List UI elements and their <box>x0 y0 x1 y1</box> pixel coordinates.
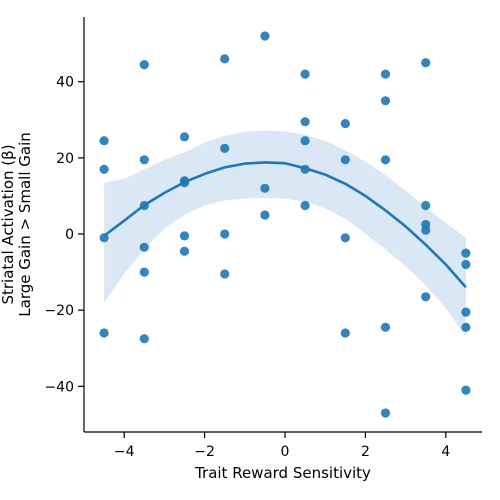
confidence-band <box>104 130 466 337</box>
data-point <box>99 328 109 338</box>
data-point <box>461 307 471 317</box>
data-point <box>461 259 471 270</box>
x-tick-label: 0 <box>281 444 290 460</box>
data-point <box>380 322 391 332</box>
data-point <box>380 69 391 79</box>
data-point <box>380 155 391 165</box>
data-point <box>380 408 391 418</box>
data-point <box>421 200 431 211</box>
y-tick-label: 0 <box>65 227 74 243</box>
data-point <box>461 385 471 395</box>
data-point <box>139 334 149 344</box>
data-point <box>421 58 431 68</box>
data-point <box>340 328 350 338</box>
x-tick-label: −4 <box>114 444 135 460</box>
data-point <box>340 233 350 243</box>
data-point <box>300 117 310 127</box>
data-point <box>340 155 350 165</box>
y-axis-label-line-2: Large Gain > Small Gain <box>16 132 34 316</box>
y-tick-label: 20 <box>56 151 74 167</box>
data-point <box>179 246 190 256</box>
data-point <box>139 267 149 277</box>
data-point <box>300 69 310 79</box>
data-point <box>220 143 230 153</box>
data-point <box>260 31 270 41</box>
x-axis-label: Trait Reward Sensitivity <box>194 464 371 482</box>
data-point <box>220 229 230 239</box>
data-point <box>340 119 350 129</box>
data-point <box>99 136 109 146</box>
confidence-band-area <box>104 130 466 337</box>
data-point <box>99 164 109 174</box>
fit-curve <box>103 161 467 289</box>
data-point <box>300 136 310 146</box>
data-point <box>139 242 149 252</box>
data-point <box>300 200 310 211</box>
data-point <box>139 155 149 165</box>
data-point <box>220 54 230 64</box>
x-tick-label: 4 <box>441 444 450 460</box>
data-point <box>421 225 431 235</box>
data-point <box>461 248 471 258</box>
data-point <box>220 269 230 279</box>
data-point <box>461 322 471 332</box>
data-point <box>260 183 270 193</box>
data-point <box>179 132 190 142</box>
data-point <box>421 292 431 302</box>
x-tick-label: −2 <box>194 444 215 460</box>
data-point <box>380 96 391 106</box>
fit-line <box>103 161 467 289</box>
y-tick-label: −20 <box>44 303 74 319</box>
data-point <box>260 210 270 220</box>
x-tick-label: 2 <box>361 444 370 460</box>
y-tick-label: 40 <box>56 75 74 91</box>
data-point <box>179 231 190 241</box>
y-tick-label: −40 <box>44 379 74 395</box>
data-point <box>139 60 149 70</box>
y-axis-label-line-1: Striatal Activation (β) <box>0 144 17 304</box>
